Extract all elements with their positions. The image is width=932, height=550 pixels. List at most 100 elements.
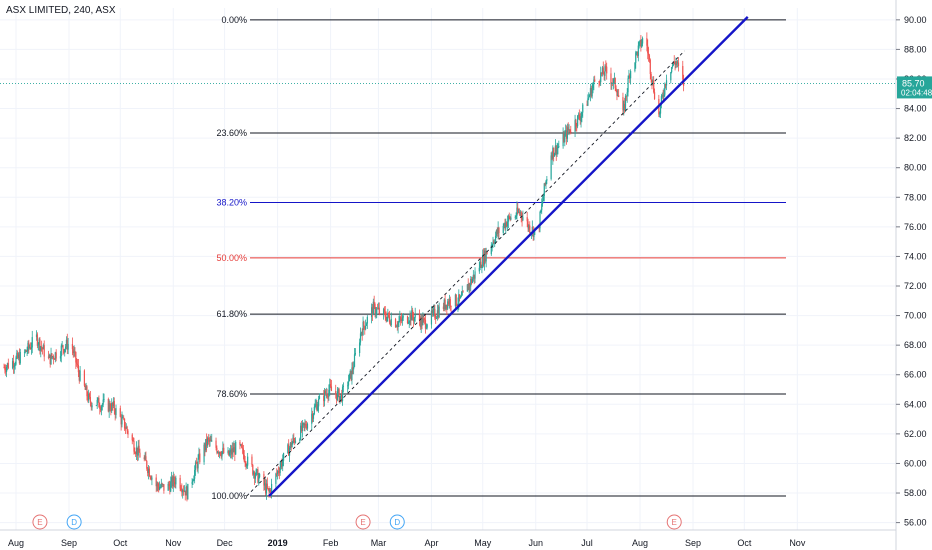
candle-body [288, 444, 290, 456]
candle-body [576, 125, 578, 127]
candle-body [63, 349, 65, 353]
candle-body [263, 473, 265, 486]
time-axis[interactable]: Aug Sep Oct Nov Dec 2019 Feb Mar Apr May Jun Jul Aug… [0, 529, 896, 548]
candle-body [158, 486, 160, 490]
candle-body [498, 227, 500, 233]
candle-body [219, 452, 221, 455]
candle-body [335, 394, 338, 400]
candle-body [71, 343, 74, 350]
candle-body [514, 216, 516, 218]
candle-body [259, 473, 261, 478]
candle-body [122, 417, 124, 419]
candle-body [123, 418, 126, 429]
candle-body [312, 413, 315, 419]
candle-body [519, 211, 521, 214]
candle-body [161, 483, 163, 485]
candle-body [372, 301, 374, 316]
candle-body [75, 351, 77, 363]
candle-body [470, 279, 472, 287]
candle-body [323, 390, 326, 402]
candle-body [73, 351, 75, 354]
candle-body [328, 389, 330, 397]
time-tick-label: Nov [165, 538, 182, 548]
candle-body [553, 147, 555, 157]
candle-body [394, 318, 397, 328]
candle-body [581, 112, 583, 117]
candle-body [533, 230, 535, 237]
candle-body [460, 295, 462, 297]
candle-body [347, 381, 350, 386]
candle-body [430, 310, 433, 325]
candle-body [303, 423, 305, 426]
candle-body [456, 304, 458, 306]
candle-body [151, 477, 153, 480]
candle-body [132, 440, 134, 442]
candle-body [29, 347, 31, 349]
candle-body [652, 80, 654, 84]
candle-body [347, 385, 349, 387]
candle-body [99, 407, 101, 409]
candle-body [217, 452, 219, 453]
candle-body [64, 346, 67, 349]
candle-body [444, 299, 446, 309]
candle-body [24, 350, 27, 352]
candle-body [383, 309, 386, 312]
candle-body [182, 490, 185, 492]
candle-body [531, 227, 533, 233]
candle-body [485, 251, 487, 262]
candle-body [365, 323, 368, 326]
candle-body [425, 327, 427, 329]
candle-body [600, 72, 602, 83]
candle-body [361, 332, 363, 336]
candle-body [618, 95, 620, 98]
candle-body [615, 88, 617, 91]
candle-body [495, 230, 498, 236]
price-tick-label: 60.00 [904, 458, 927, 468]
price-tick-label: 74.00 [904, 251, 927, 261]
grid [0, 8, 896, 530]
candle-body [562, 133, 564, 147]
candle-body [494, 242, 496, 244]
candle-body [388, 316, 391, 323]
candle-body [39, 339, 41, 351]
price-tick-label: 68.00 [904, 340, 927, 350]
candle-body [486, 251, 488, 255]
candle-body [264, 483, 266, 486]
candle-body [554, 145, 557, 154]
candle-body [641, 43, 643, 47]
candle-body [100, 406, 103, 411]
candle-body [385, 317, 387, 321]
candle-body [244, 461, 246, 463]
candle-body [552, 147, 554, 159]
candle-body [566, 127, 568, 139]
candle-body [291, 443, 293, 448]
candle-body [181, 489, 183, 493]
time-tick-label: Sep [61, 538, 77, 548]
candle-body [299, 439, 301, 442]
candle-body [100, 408, 102, 411]
price-tick-label: 88.00 [904, 44, 927, 54]
candle-body [641, 38, 644, 44]
candle-body [251, 456, 253, 465]
candle-body [671, 67, 673, 73]
candle-body [672, 61, 674, 66]
candle-body [49, 354, 51, 365]
symbol-title: ASX LIMITED, 240, ASX [6, 5, 116, 16]
event-badge-letter: E [672, 518, 677, 527]
candle-body [304, 424, 306, 426]
candle-body [247, 456, 249, 466]
candle-body [40, 346, 42, 351]
candle-body [85, 386, 87, 390]
candle-body [587, 98, 589, 106]
candle-body [147, 468, 150, 474]
candle-body [159, 486, 162, 488]
candle-body [88, 393, 90, 401]
candle-body [53, 359, 56, 360]
candle-body [230, 449, 233, 455]
candle-body [629, 75, 631, 79]
candles [3, 32, 685, 502]
candle-body [26, 351, 28, 352]
candle-body [31, 337, 33, 348]
candle-body [103, 399, 105, 400]
